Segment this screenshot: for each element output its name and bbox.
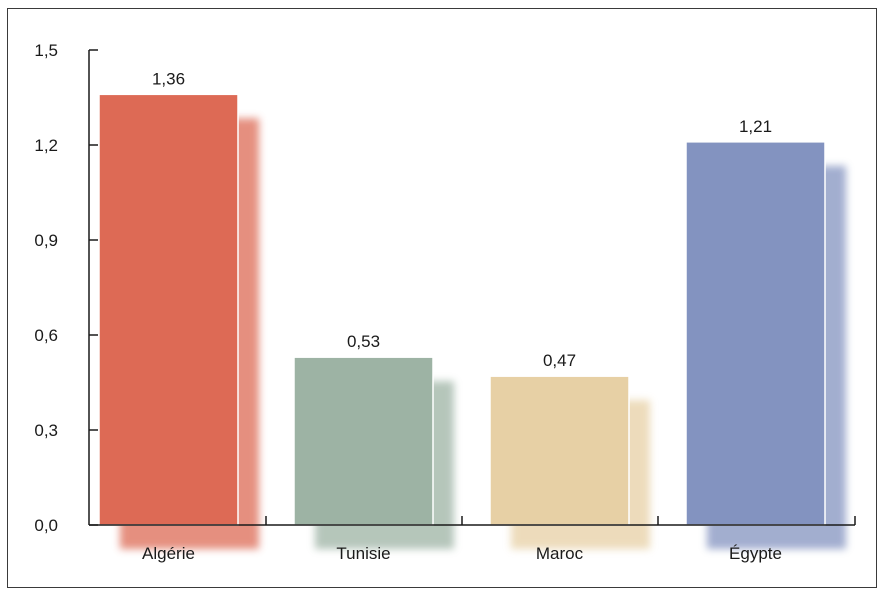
bar-maroc bbox=[489, 375, 630, 526]
bar-tunisie bbox=[293, 356, 434, 526]
bars bbox=[98, 93, 826, 526]
y-tick-label: 0,6 bbox=[34, 326, 58, 345]
category-label: Égypte bbox=[729, 544, 782, 563]
x-ticks bbox=[265, 516, 856, 525]
value-labels: 1,36 0,53 0,47 1,21 bbox=[152, 69, 772, 370]
category-label: Algérie bbox=[142, 544, 195, 563]
bar-value-label: 1,21 bbox=[739, 117, 772, 136]
y-tick-label: 1,2 bbox=[34, 136, 58, 155]
bar-value-label: 0,53 bbox=[347, 332, 380, 351]
y-tick-label: 0,3 bbox=[34, 421, 58, 440]
axes bbox=[88, 50, 855, 526]
y-tick-label: 1,5 bbox=[34, 41, 58, 60]
y-tick-label: 0,0 bbox=[34, 516, 58, 535]
bar-value-label: 1,36 bbox=[152, 69, 185, 88]
y-ticks: 0,0 0,3 0,6 0,9 1,2 1,5 bbox=[34, 41, 98, 535]
category-label: Maroc bbox=[536, 544, 584, 563]
bar-algérie bbox=[98, 93, 239, 526]
y-tick-label: 0,9 bbox=[34, 231, 58, 250]
category-label: Tunisie bbox=[336, 544, 390, 563]
category-labels: Algérie Tunisie Maroc Égypte bbox=[142, 544, 782, 563]
bar-égypte bbox=[685, 141, 826, 526]
bar-value-label: 0,47 bbox=[543, 351, 576, 370]
